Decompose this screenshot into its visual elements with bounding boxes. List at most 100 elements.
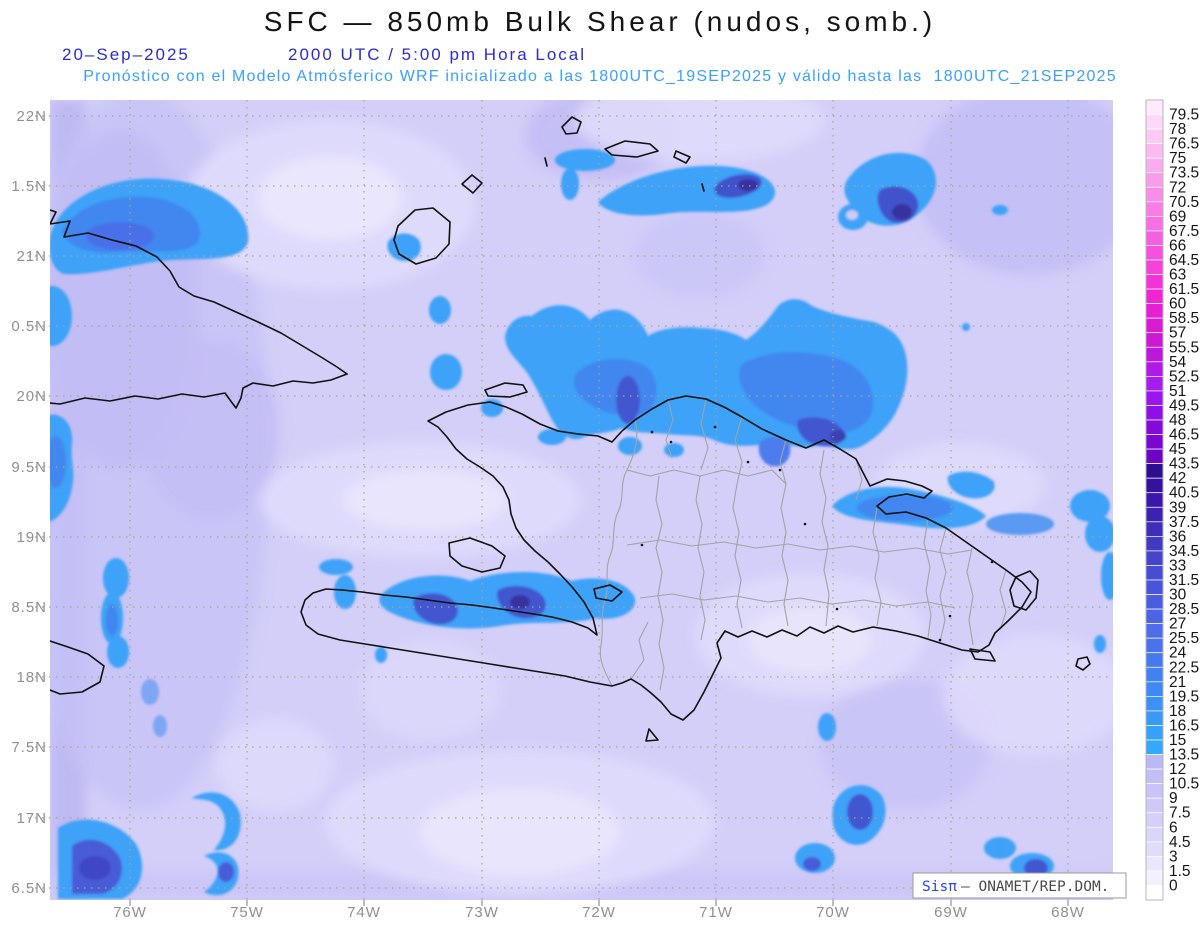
latitude-tick-label: 7.5N: [11, 739, 47, 756]
watermark-brand: Sisπ: [922, 879, 957, 895]
blue-shear-patches: [50, 149, 1113, 899]
colorbar-cell: [1145, 768, 1164, 784]
colorbar-tick-label: 64.5: [1169, 252, 1199, 269]
forecast-valid-time: 2000 UTC / 5:00 pm Hora Local: [288, 45, 587, 64]
colorbar-tick-label: 49.5: [1169, 397, 1199, 414]
colorbar-tick-label: 48: [1169, 412, 1186, 429]
colorbar-tick-label: 55.5: [1169, 339, 1199, 356]
colorbar-cell: [1145, 128, 1164, 144]
colorbar-cell: [1145, 550, 1164, 566]
colorbar-tick-label: 45: [1169, 441, 1186, 458]
lat-lon-gridlines: [28, 100, 1113, 900]
colorbar-tick-label: 9: [1169, 790, 1178, 807]
colorbar-tick-label: 25.5: [1169, 630, 1199, 647]
colorbar-cell: [1145, 870, 1164, 886]
colorbar-cell: [1145, 637, 1164, 654]
colorbar-cell: [1145, 477, 1164, 494]
colorbar-cell: [1145, 565, 1164, 581]
latitude-tick-label: 21N: [16, 248, 47, 265]
latitude-tick-label: 0.5N: [11, 318, 47, 335]
colorbar-tick-label: 78: [1169, 121, 1186, 138]
colorbar-cell: [1145, 288, 1164, 304]
colorbar-cell: [1145, 579, 1164, 595]
colorbar-cell: [1145, 346, 1164, 363]
colorbar-tick-label: 69: [1169, 208, 1186, 225]
colorbar-tick-label: 72: [1169, 179, 1186, 196]
colorbar-cell: [1145, 216, 1164, 232]
map-point-markers: [640, 425, 994, 642]
latitude-tick-label: 20N: [16, 388, 47, 405]
colorbar-cell: [1145, 274, 1164, 290]
colorbar-tick-label: 34.5: [1169, 543, 1199, 560]
colorbar-cell: [1145, 652, 1164, 668]
colorbar-cell: [1145, 332, 1164, 348]
colorbar-tick-label: 46.5: [1169, 427, 1199, 444]
colorbar-cell: [1145, 434, 1164, 450]
colorbar-cell: [1145, 623, 1164, 639]
longitude-tick-label: 73W: [465, 904, 499, 921]
colorbar-frame: [1145, 99, 1164, 901]
colorbar-cell: [1145, 230, 1164, 246]
colorbar-tick-label: 57: [1169, 325, 1186, 342]
colorbar-cell: [1145, 666, 1164, 683]
forecast-date: 20–Sep–2025: [62, 45, 190, 64]
colorbar-cell: [1145, 856, 1164, 872]
colorbar-cell: [1145, 259, 1164, 275]
colorbar-tick-label: 40.5: [1169, 485, 1199, 502]
longitude-tick-label: 71W: [699, 904, 733, 921]
colorbar-cell: [1145, 99, 1164, 115]
colorbar-cell: [1145, 783, 1164, 799]
colorbar-tick-label: 70.5: [1169, 194, 1199, 211]
longitude-tick-label: 74W: [347, 904, 381, 921]
colorbar-tick-label: 76.5: [1169, 136, 1199, 153]
colorbar-cell: [1145, 885, 1164, 901]
latitude-tick-label: 19N: [16, 529, 47, 546]
colorbar-tick-label: 54: [1169, 354, 1187, 371]
longitude-tick-label: 69W: [934, 904, 968, 921]
colorbar-cell: [1145, 492, 1164, 508]
colorbar-tick-label: 15: [1169, 732, 1186, 749]
colorbar-tick-label: 4.5: [1169, 834, 1191, 851]
longitude-tick-label: 75W: [230, 904, 264, 921]
latitude-tick-label: 17N: [16, 810, 47, 827]
colorbar-cell: [1145, 245, 1164, 261]
colorbar-tick-label: 51: [1169, 383, 1186, 400]
colorbar-tick-label: 22.5: [1169, 659, 1199, 676]
colorbar-cell: [1145, 419, 1164, 435]
latitude-tick-label: 22N: [16, 108, 47, 125]
colorbar-cell: [1145, 536, 1164, 552]
latitude-tick-label: 9.5N: [11, 459, 47, 476]
colorbar-tick-label: 0: [1169, 877, 1178, 894]
colorbar-cell: [1145, 754, 1164, 770]
shear-shading-field: [50, 100, 1113, 900]
colorbar-tick-label: 36: [1169, 528, 1186, 545]
colorbar-tick-label: 18: [1169, 703, 1186, 720]
longitude-tick-label: 76W: [113, 904, 147, 921]
colorbar-tick-label: 31.5: [1169, 572, 1199, 589]
colorbar-tick-label: 3: [1169, 848, 1178, 865]
colorbar-cell: [1145, 608, 1164, 624]
colorbar-tick-label: 37.5: [1169, 514, 1199, 531]
colorbar-cell: [1145, 841, 1164, 857]
latitude-tick-label: 8.5N: [11, 599, 47, 616]
colorbar-cell: [1145, 405, 1164, 421]
colorbar-tick-label: 42: [1169, 470, 1186, 487]
longitude-axis: 76W 75W 74W 73W 72W 71W 70W 69W 68W: [113, 900, 1084, 921]
colorbar-tick-label: 1.5: [1169, 863, 1191, 880]
colorbar-tick-label: 79.5: [1169, 107, 1199, 124]
colorbar-tick-label: 27: [1169, 616, 1186, 633]
colorbar-tick-label: 10.5: [1169, 776, 1199, 793]
colorbar-cell: [1145, 739, 1164, 755]
province-borders: [599, 398, 1007, 691]
colorbar-tick-label: 19.5: [1169, 688, 1199, 705]
coastlines: [50, 116, 1091, 742]
colorbar-tick-label: 66: [1169, 237, 1186, 254]
colorbar-cell: [1145, 594, 1164, 610]
colorbar-cell: [1145, 201, 1164, 217]
colorbar-cell: [1145, 361, 1164, 377]
longitude-tick-label: 72W: [582, 904, 616, 921]
colorbar-cell: [1145, 506, 1164, 523]
colorbar-cell: [1145, 157, 1164, 174]
colorbar-tick-label: 21: [1169, 674, 1186, 691]
